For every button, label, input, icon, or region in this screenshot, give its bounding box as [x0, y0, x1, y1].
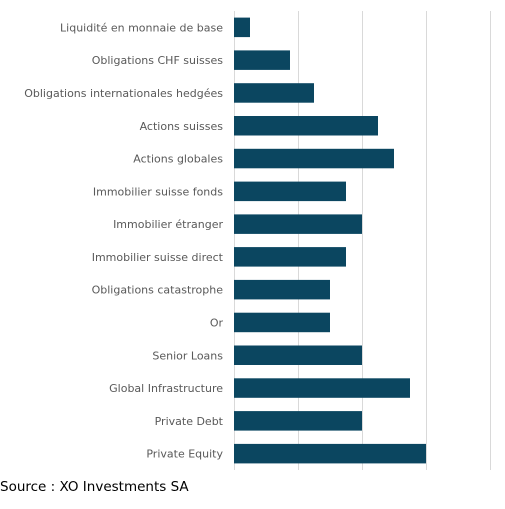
category-label-9: Or	[210, 317, 224, 330]
bar-2	[234, 83, 314, 103]
bar-10	[234, 345, 362, 365]
bar-4	[234, 148, 394, 169]
source-note: Source : XO Investments SA	[0, 479, 189, 495]
category-label-11: Global Infrastructure	[109, 382, 223, 395]
category-label-10: Senior Loans	[152, 349, 223, 362]
category-label-5: Immobilier suisse fonds	[93, 185, 223, 198]
bar-11	[234, 378, 410, 398]
bar-0	[234, 17, 250, 38]
bar-7	[234, 247, 346, 267]
category-label-1: Obligations CHF suisses	[92, 54, 224, 67]
gridlines	[234, 11, 491, 470]
bar-8	[234, 279, 330, 300]
bar-6	[234, 214, 362, 234]
bar-3	[234, 116, 378, 136]
category-label-4: Actions globales	[133, 153, 223, 166]
category-label-7: Immobilier suisse direct	[92, 251, 224, 264]
bar-1	[234, 50, 290, 70]
category-label-0: Liquidité en monnaie de base	[60, 21, 223, 34]
category-label-12: Private Debt	[155, 415, 224, 428]
bar-12	[234, 411, 362, 431]
category-label-2: Obligations internationales hedgées	[24, 87, 223, 100]
bar-13	[234, 443, 426, 464]
category-label-6: Immobilier étranger	[113, 218, 223, 231]
bar-5	[234, 181, 346, 202]
category-label-3: Actions suisses	[140, 120, 224, 133]
category-label-8: Obligations catastrophe	[92, 284, 224, 297]
category-label-13: Private Equity	[146, 448, 223, 461]
category-labels: Liquidité en monnaie de base Obligations …	[24, 21, 223, 460]
bars	[234, 17, 426, 464]
bar-9	[234, 312, 330, 333]
